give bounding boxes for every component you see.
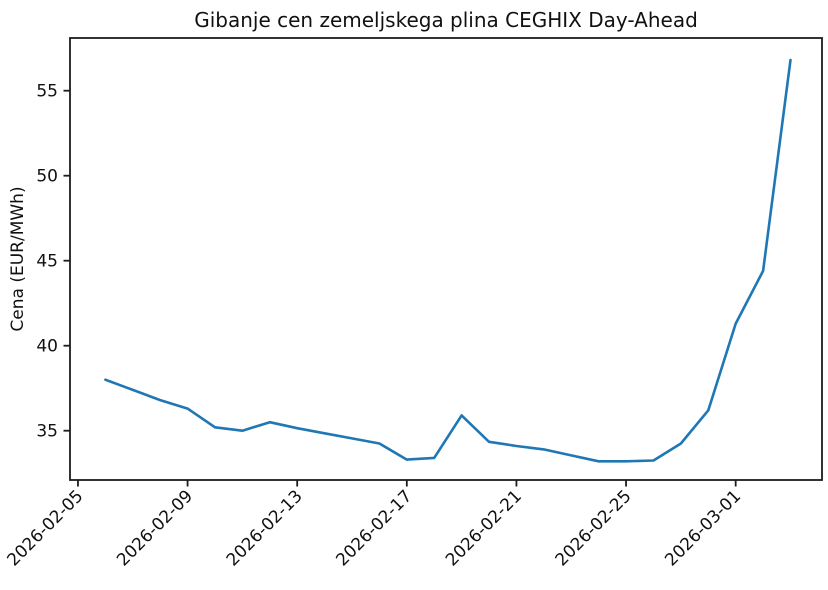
y-tick-label: 50 xyxy=(36,167,58,187)
x-tick-label: 2026-03-01 xyxy=(661,486,745,570)
y-tick-label: 40 xyxy=(36,337,58,357)
y-tick-label: 35 xyxy=(36,422,58,442)
plot-border xyxy=(69,37,823,481)
x-tick-label: 2026-02-09 xyxy=(113,486,197,570)
y-tick-label: 45 xyxy=(36,252,58,272)
x-tick-label: 2026-02-25 xyxy=(552,486,636,570)
x-tick-label: 2026-02-21 xyxy=(442,486,526,570)
x-tick-label: 2026-02-17 xyxy=(332,486,416,570)
y-tick-label: 55 xyxy=(36,82,58,102)
price-line xyxy=(104,58,792,463)
x-tick-label: 2026-02-05 xyxy=(3,486,87,570)
x-tick-label: 2026-02-13 xyxy=(223,486,307,570)
chart-title: Gibanje cen zemeljskega plina CEGHIX Day… xyxy=(194,8,698,32)
y-axis-label: Cena (EUR/MWh) xyxy=(8,186,28,332)
